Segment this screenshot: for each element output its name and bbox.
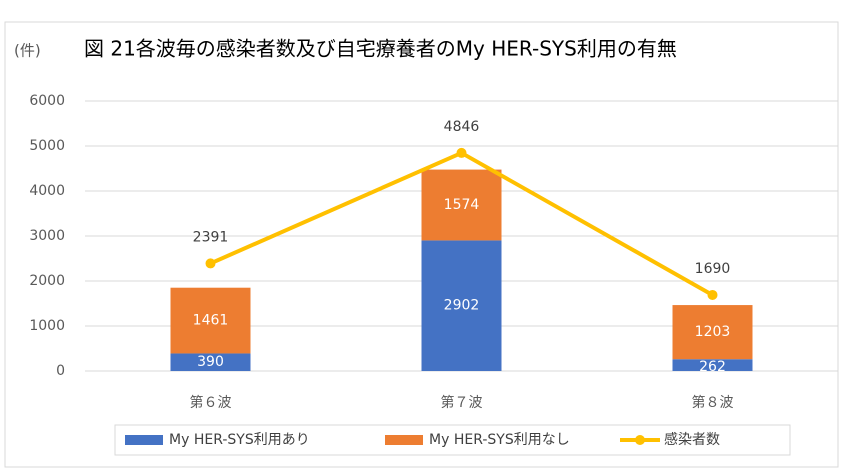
y-tick-label: 4000	[29, 183, 65, 199]
bar	[421, 240, 502, 371]
line-marker	[205, 258, 216, 269]
bar	[170, 353, 251, 371]
legend-swatch	[385, 435, 423, 445]
x-tick-label: 第７波	[441, 394, 483, 411]
chart-title: 図 21各波毎の感染者数及び自宅療養者のMy HER-SYS利用の有無	[84, 37, 677, 61]
line-marker	[707, 289, 718, 300]
y-tick-label: 0	[56, 363, 65, 379]
data-label: 1461	[193, 313, 229, 329]
data-label: 262	[699, 359, 726, 375]
legend-swatch	[635, 435, 645, 445]
bar	[672, 305, 753, 360]
data-label: 1574	[444, 197, 480, 213]
y-tick-label: 2000	[29, 273, 65, 289]
data-label: 4846	[444, 119, 480, 135]
bar	[421, 169, 502, 241]
bar	[672, 359, 753, 371]
line-marker	[456, 147, 467, 158]
y-axis-label: (件)	[14, 42, 41, 60]
legend-swatch	[125, 435, 163, 445]
bar	[170, 287, 251, 354]
data-label: 390	[197, 354, 224, 370]
data-label: 2391	[193, 229, 229, 245]
y-tick-label: 1000	[29, 318, 65, 334]
legend-frame	[114, 424, 791, 456]
legend-label: 感染者数	[664, 431, 720, 448]
legend-label: My HER-SYS利用あり	[169, 432, 310, 448]
x-tick-label: 第６波	[190, 394, 232, 411]
y-tick-label: 5000	[29, 138, 65, 154]
y-tick-label: 3000	[29, 228, 65, 244]
legend-label: My HER-SYS利用なし	[429, 432, 570, 448]
data-label: 1203	[695, 324, 731, 340]
data-label: 2902	[444, 298, 480, 314]
y-tick-label: 6000	[29, 93, 65, 109]
data-label: 1690	[695, 261, 731, 277]
x-tick-label: 第８波	[692, 394, 734, 411]
